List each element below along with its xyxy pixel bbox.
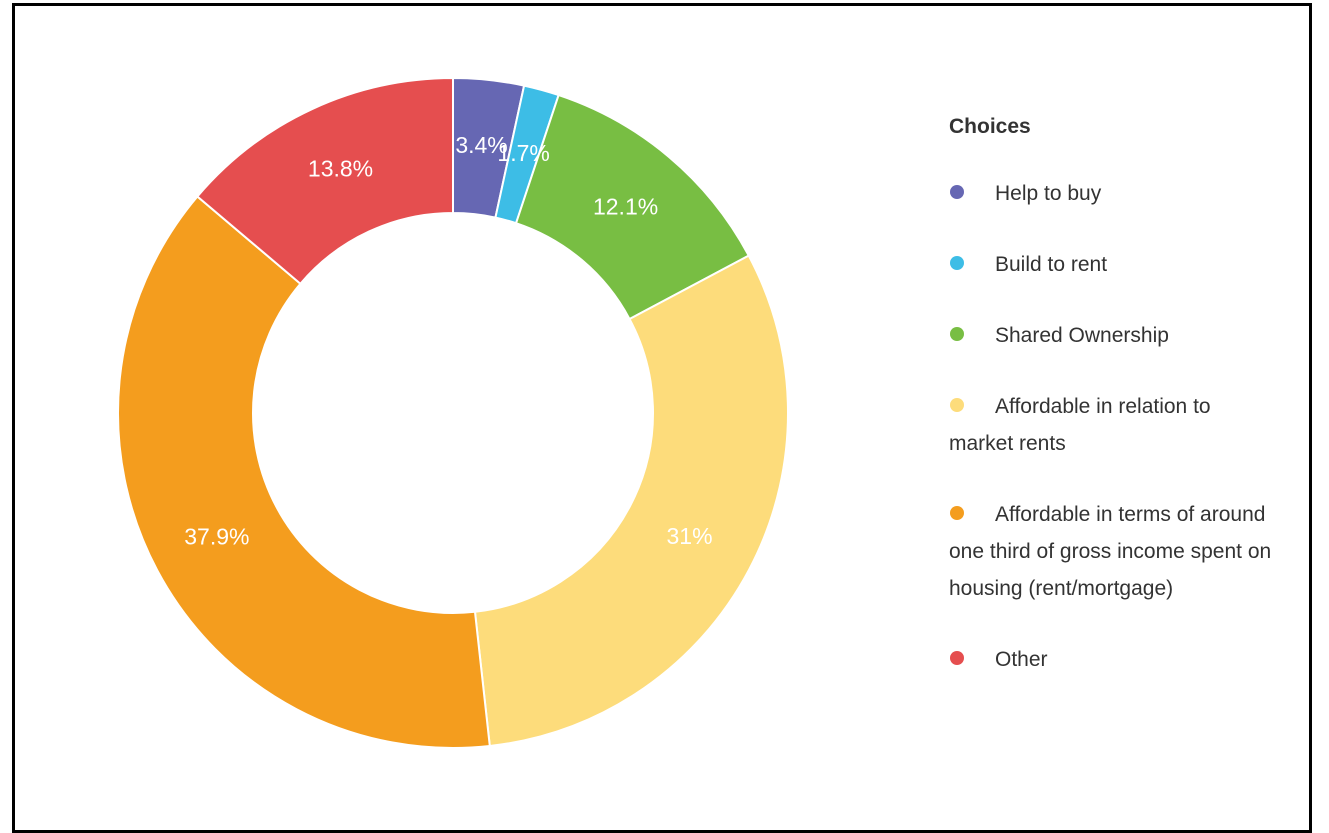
- slice-label: 31%: [667, 523, 713, 549]
- legend-item: Help to buy: [949, 175, 1279, 212]
- legend-label: Affordable in terms of around one third …: [949, 503, 1272, 600]
- legend-marker: [950, 398, 964, 412]
- donut-slice: [195, 76, 454, 286]
- legend-label: Other: [995, 648, 1048, 671]
- legend-marker: [950, 506, 964, 520]
- legend-marker: [950, 651, 964, 665]
- legend-item: Affordable in terms of around one third …: [949, 496, 1279, 607]
- legend-title: Choices: [949, 115, 1031, 138]
- legend-item: Build to rent: [949, 246, 1279, 283]
- slice-label: 1.7%: [497, 140, 549, 166]
- legend-marker: [950, 185, 964, 199]
- legend-marker: [950, 256, 964, 270]
- legend-label: Build to rent: [995, 253, 1108, 276]
- legend-label: Shared Ownership: [995, 324, 1169, 347]
- legend-item: Shared Ownership: [949, 317, 1279, 354]
- legend-item: Affordable in relation to market rents: [949, 388, 1279, 462]
- legend-item: Other: [949, 641, 1279, 678]
- legend-label: Affordable in relation to market rents: [949, 395, 1211, 455]
- slice-label: 37.9%: [184, 524, 249, 550]
- legend: Choices Help to buy Build to rent Shared O…: [949, 112, 1279, 712]
- donut-slice: [473, 254, 789, 748]
- slice-label: 13.8%: [308, 155, 373, 181]
- donut-slice: [117, 195, 491, 749]
- legend-marker: [950, 327, 964, 341]
- slice-label: 12.1%: [593, 194, 658, 220]
- slice-label: 3.4%: [455, 132, 507, 158]
- legend-label: Help to buy: [995, 182, 1102, 205]
